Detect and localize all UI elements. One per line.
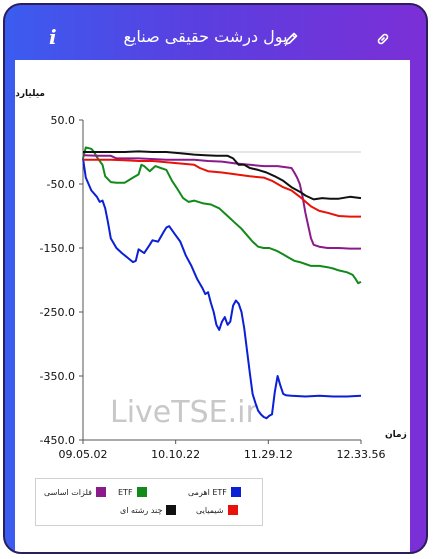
x-tick-label: 10.10.22 bbox=[151, 448, 200, 461]
legend-swatch bbox=[230, 487, 241, 497]
info-icon[interactable]: i bbox=[49, 25, 57, 49]
page-title: پول درشت حقیقی صنایع bbox=[123, 27, 288, 46]
legend-label: ETF اهرمی bbox=[188, 487, 227, 497]
y-tick-label: -150.0 bbox=[40, 242, 75, 255]
chart-panel: میلیارد تومان 50.0 -50.0 -150.0 -250.0 -350.… bbox=[5, 60, 410, 552]
legend-item-chemical[interactable]: شیمیایی bbox=[196, 505, 238, 515]
series-line-1 bbox=[82, 158, 362, 420]
watermark: LiveTSE.ir bbox=[110, 395, 258, 430]
legend-label: چند رشته ای bbox=[120, 505, 163, 515]
y-tick-label: -350.0 bbox=[40, 370, 75, 383]
x-tick-label: 11.29.12 bbox=[244, 448, 293, 461]
x-tick-label: 12.33.56 bbox=[337, 448, 386, 461]
x-tick-label: 09.05.02 bbox=[59, 448, 108, 461]
y-tick-label: -50.0 bbox=[47, 178, 75, 191]
x-axis-label: زمان bbox=[385, 430, 407, 440]
chart-legend: ETF اهرمی ETF فلزات اساسی شیمیایی چند رش… bbox=[35, 478, 263, 526]
line-chart: میلیارد تومان 50.0 -50.0 -150.0 -250.0 -350.… bbox=[5, 89, 407, 461]
legend-label: فلزات اساسی bbox=[44, 487, 92, 497]
series-line-4 bbox=[83, 158, 361, 218]
legend-swatch bbox=[166, 505, 177, 515]
series-line-5 bbox=[83, 150, 362, 201]
y-tick-label: -250.0 bbox=[40, 306, 75, 319]
legend-swatch bbox=[95, 487, 106, 497]
legend-label: ETF bbox=[118, 487, 133, 497]
y-tick-label: -450.0 bbox=[40, 434, 75, 447]
legend-label: شیمیایی bbox=[196, 505, 224, 515]
legend-swatch bbox=[136, 487, 147, 497]
y-tick-label: 50.0 bbox=[51, 114, 76, 127]
y-axis-label: میلیارد تومان bbox=[15, 89, 45, 99]
legend-swatch bbox=[227, 505, 238, 515]
app-frame: i پول درشت حقیقی صنایع میلیارد تومان 50.… bbox=[3, 3, 428, 554]
series-line-2 bbox=[82, 146, 362, 285]
legend-item-etf[interactable]: ETF bbox=[118, 487, 147, 497]
header: i پول درشت حقیقی صنایع bbox=[5, 5, 426, 63]
legend-item-leveraged-etf[interactable]: ETF اهرمی bbox=[188, 487, 241, 497]
series-line-3 bbox=[82, 154, 361, 250]
legend-item-diversified[interactable]: چند رشته ای bbox=[120, 505, 177, 515]
pencil-icon[interactable] bbox=[283, 31, 299, 47]
link-icon[interactable] bbox=[375, 31, 391, 47]
legend-item-basic-metals[interactable]: فلزات اساسی bbox=[44, 487, 106, 497]
